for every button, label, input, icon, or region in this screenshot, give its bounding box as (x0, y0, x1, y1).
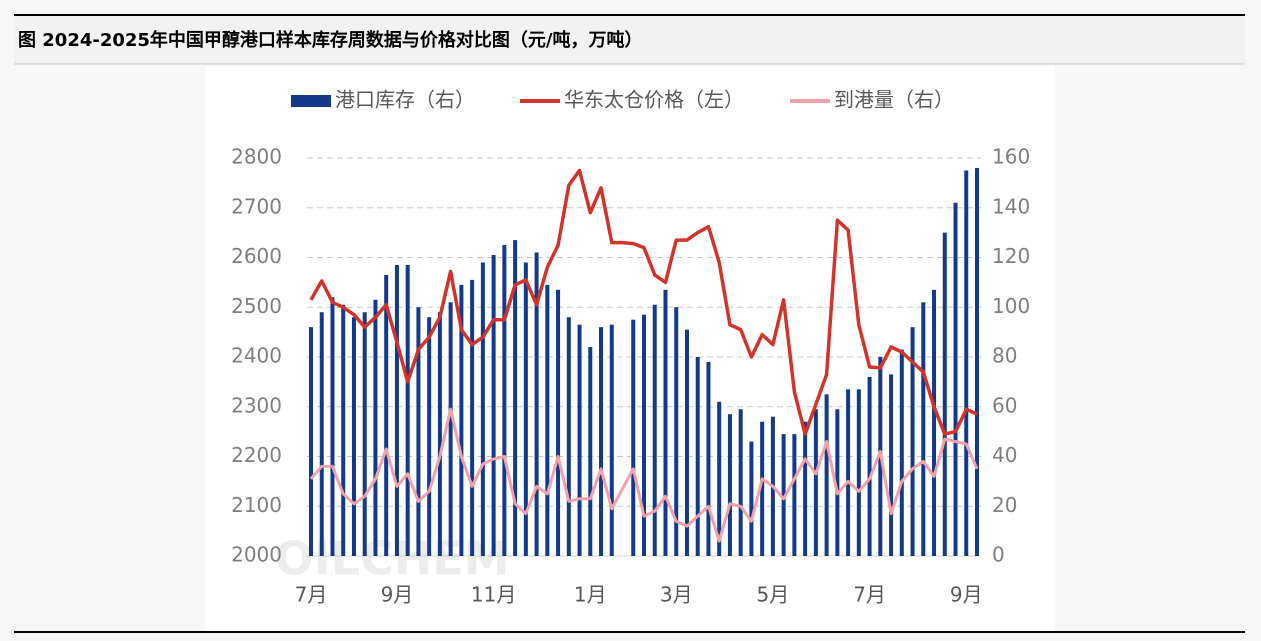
bar (459, 284, 464, 556)
bar (491, 255, 496, 556)
bar (642, 314, 646, 556)
y-tick-label: 2700 (231, 194, 282, 218)
bar (416, 307, 421, 556)
bar (394, 264, 399, 556)
bar (427, 317, 432, 556)
x-tick-label: 3月 (660, 583, 693, 607)
x-tick-label: 9月 (950, 583, 983, 607)
bar (953, 202, 958, 556)
bar (351, 317, 356, 556)
x-tick-label: 7月 (295, 583, 328, 607)
bar (341, 304, 346, 556)
y2-tick-label: 120 (992, 244, 1030, 268)
bar (663, 289, 668, 556)
bar (362, 312, 367, 556)
y-tick-label: 2200 (231, 443, 282, 467)
bar (727, 414, 732, 556)
bar (437, 312, 442, 556)
bar (470, 279, 475, 556)
bar (867, 376, 872, 556)
bar (942, 232, 947, 556)
y2-tick-label: 100 (992, 294, 1030, 318)
bar (975, 167, 979, 556)
y-tick-label: 2300 (231, 393, 282, 417)
y2-tick-label: 160 (992, 145, 1030, 169)
x-tick-label: 11月 (471, 583, 516, 607)
line (309, 168, 978, 436)
legend-label: 港口库存（右） (335, 88, 475, 112)
bar (513, 240, 518, 556)
bar (781, 434, 786, 556)
bar (480, 262, 485, 556)
bar (846, 389, 851, 556)
bar (824, 394, 829, 556)
bar (749, 441, 754, 556)
y-tick-label: 2800 (231, 145, 282, 169)
title-bar (14, 16, 1245, 64)
bar (545, 284, 550, 556)
bar (566, 317, 571, 556)
bar (684, 329, 689, 556)
bar (760, 421, 765, 556)
bar (674, 307, 679, 556)
y2-tick-label: 80 (992, 344, 1017, 368)
bar (609, 324, 614, 556)
bar (835, 409, 840, 556)
bar (523, 262, 528, 556)
y-tick-label: 2400 (231, 344, 282, 368)
y2-tick-label: 60 (992, 393, 1017, 417)
x-tick-label: 5月 (757, 583, 790, 607)
line (309, 407, 979, 543)
bar (556, 289, 561, 556)
bar (448, 302, 453, 556)
bar (588, 347, 593, 556)
bar (319, 312, 324, 556)
bar (599, 327, 604, 556)
x-tick-label: 9月 (381, 583, 414, 607)
chart-title: 图 2024-2025年中国甲醇港口样本库存周数据与价格对比图（元/吨，万吨） (18, 29, 643, 51)
bar (706, 361, 711, 556)
x-tick-label: 1月 (574, 583, 607, 607)
bar (695, 357, 700, 556)
bar (899, 349, 904, 556)
bar (631, 319, 636, 556)
bar (813, 409, 818, 556)
legend-label: 到港量（右） (834, 88, 954, 112)
x-tick-label: 7月 (853, 583, 886, 607)
bar (792, 434, 797, 556)
bar (803, 421, 808, 556)
bar (652, 304, 657, 556)
y2-tick-label: 40 (992, 443, 1017, 467)
y-tick-label: 2600 (231, 244, 282, 268)
bar (910, 327, 915, 556)
bar (964, 170, 969, 556)
legend-swatch (291, 95, 331, 107)
bar (405, 264, 410, 556)
legend-label: 华东太仓价格（左） (564, 88, 744, 112)
bar (921, 302, 926, 556)
bar (717, 401, 722, 556)
bar (856, 389, 861, 556)
bar (577, 324, 582, 556)
bar (932, 289, 937, 556)
bar (502, 245, 507, 556)
bar (889, 374, 894, 556)
y-tick-label: 2000 (231, 543, 282, 567)
bar (534, 252, 539, 556)
bar (309, 327, 313, 556)
bar (738, 409, 743, 556)
bar (384, 274, 389, 556)
y2-tick-label: 20 (992, 493, 1017, 517)
bar (373, 299, 378, 556)
y2-tick-label: 140 (992, 194, 1030, 218)
y2-tick-label: 0 (992, 543, 1005, 567)
bar (330, 297, 335, 556)
y-tick-label: 2500 (231, 294, 282, 318)
y-tick-label: 2100 (231, 493, 282, 517)
